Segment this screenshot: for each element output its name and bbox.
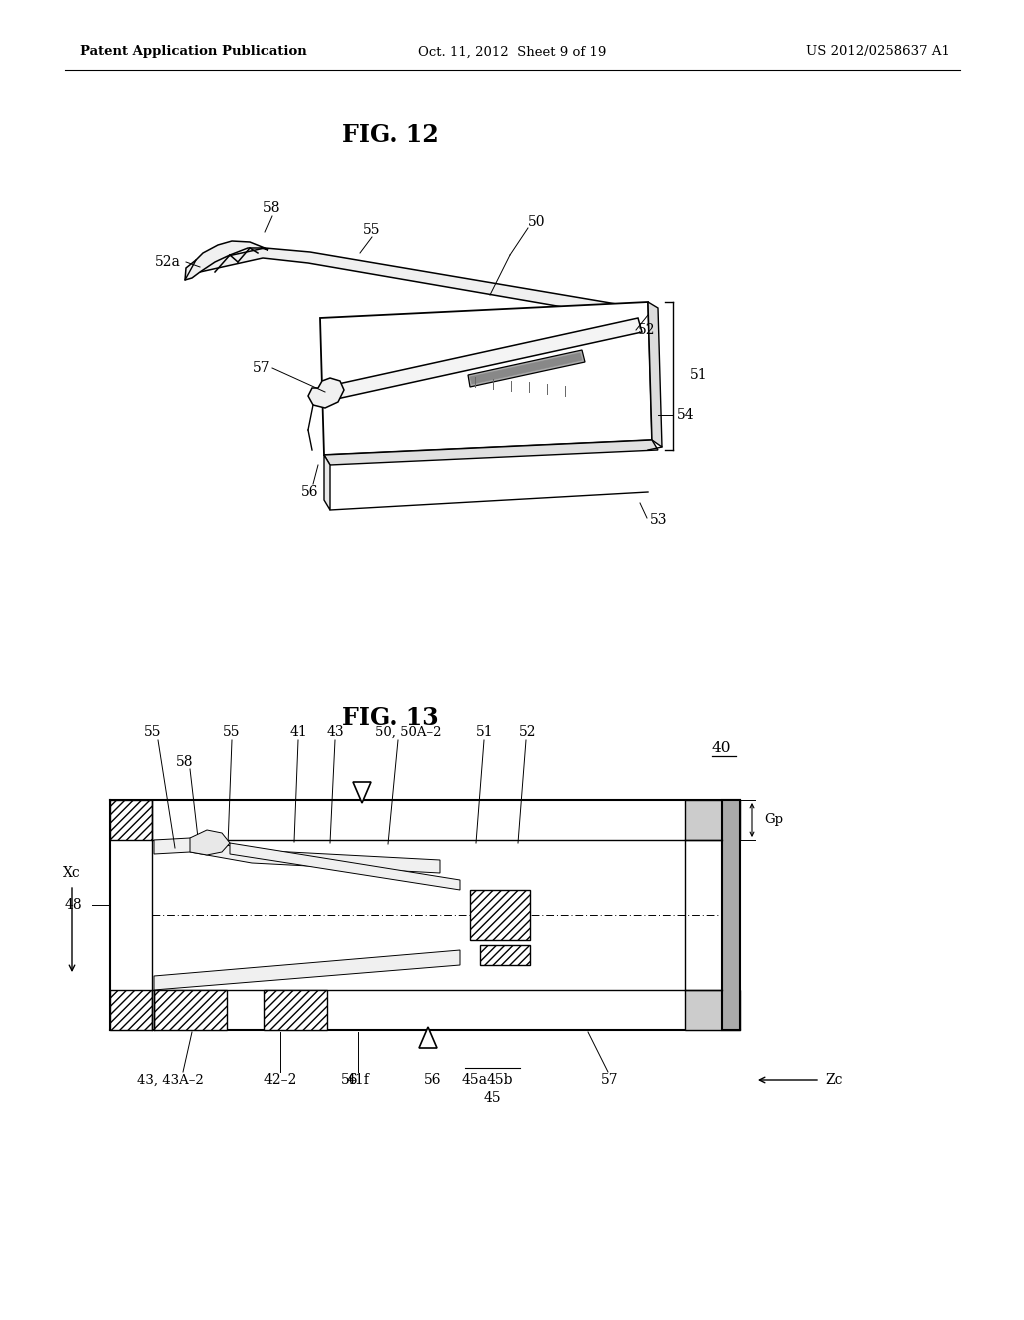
- Text: 40: 40: [712, 741, 731, 755]
- Text: 51: 51: [476, 725, 494, 739]
- Polygon shape: [470, 890, 530, 940]
- Text: 56: 56: [424, 1073, 441, 1086]
- Text: Patent Application Publication: Patent Application Publication: [80, 45, 307, 58]
- Text: 56: 56: [301, 484, 318, 499]
- Text: 43, 43A–2: 43, 43A–2: [136, 1073, 204, 1086]
- Polygon shape: [468, 350, 585, 387]
- Text: 58: 58: [263, 201, 281, 215]
- Polygon shape: [230, 843, 460, 890]
- Text: Zc: Zc: [825, 1073, 843, 1086]
- Text: 55: 55: [144, 725, 162, 739]
- Polygon shape: [319, 318, 642, 403]
- Text: Gp: Gp: [764, 813, 783, 826]
- Text: 43: 43: [327, 725, 344, 739]
- Polygon shape: [154, 990, 227, 1030]
- Polygon shape: [685, 990, 740, 1030]
- Polygon shape: [685, 800, 740, 840]
- Polygon shape: [648, 302, 662, 447]
- Text: 50: 50: [528, 215, 546, 228]
- Text: 57: 57: [601, 1073, 618, 1086]
- Text: 57: 57: [252, 360, 270, 375]
- Text: 52: 52: [638, 323, 655, 337]
- Polygon shape: [308, 378, 344, 408]
- Text: 41: 41: [289, 725, 307, 739]
- Text: FIG. 12: FIG. 12: [342, 123, 438, 147]
- Text: 45: 45: [483, 1092, 501, 1105]
- Polygon shape: [154, 950, 460, 990]
- Text: 45b: 45b: [486, 1073, 513, 1086]
- Polygon shape: [324, 440, 658, 465]
- Text: Oct. 11, 2012  Sheet 9 of 19: Oct. 11, 2012 Sheet 9 of 19: [418, 45, 606, 58]
- Text: 50, 50A–2: 50, 50A–2: [375, 726, 441, 738]
- Polygon shape: [480, 945, 530, 965]
- Text: 52a: 52a: [155, 255, 181, 269]
- Text: FIG. 13: FIG. 13: [342, 706, 438, 730]
- Text: 41f: 41f: [346, 1073, 370, 1086]
- Text: 48: 48: [65, 898, 82, 912]
- Text: 52: 52: [519, 725, 537, 739]
- Polygon shape: [185, 242, 268, 280]
- Polygon shape: [324, 455, 330, 510]
- Text: 53: 53: [650, 513, 668, 527]
- Polygon shape: [722, 800, 740, 1030]
- Text: Xc: Xc: [63, 866, 81, 880]
- Text: 54: 54: [677, 408, 694, 422]
- Polygon shape: [154, 838, 440, 873]
- Text: 42–2: 42–2: [263, 1073, 297, 1086]
- Polygon shape: [110, 800, 152, 840]
- Polygon shape: [319, 302, 652, 455]
- Polygon shape: [200, 248, 640, 319]
- Text: 51: 51: [690, 368, 708, 381]
- Text: 55: 55: [364, 223, 381, 238]
- Text: US 2012/0258637 A1: US 2012/0258637 A1: [806, 45, 950, 58]
- Text: 58: 58: [176, 755, 194, 770]
- Text: 55: 55: [223, 725, 241, 739]
- Text: 56: 56: [341, 1073, 358, 1086]
- Polygon shape: [419, 1027, 437, 1048]
- Polygon shape: [264, 990, 327, 1030]
- Polygon shape: [353, 781, 371, 803]
- Polygon shape: [190, 830, 230, 855]
- Polygon shape: [110, 990, 152, 1030]
- Polygon shape: [470, 352, 582, 384]
- Text: 45a: 45a: [462, 1073, 488, 1086]
